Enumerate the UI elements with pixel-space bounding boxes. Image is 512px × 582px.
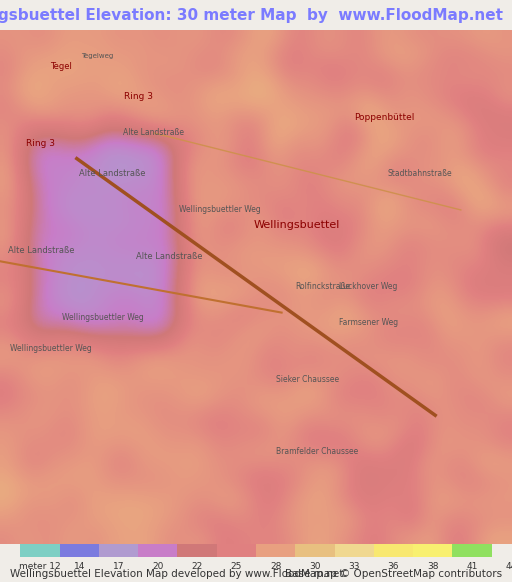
Bar bbox=[334, 544, 374, 557]
Text: Luckhover Weg: Luckhover Weg bbox=[339, 282, 398, 292]
Text: Base map © OpenStreetMap contributors: Base map © OpenStreetMap contributors bbox=[285, 569, 502, 579]
Bar bbox=[256, 544, 295, 557]
Text: Wellingsbuettler Weg: Wellingsbuettler Weg bbox=[179, 205, 261, 214]
Text: meter 12: meter 12 bbox=[19, 562, 61, 572]
Text: Bramfelder Chaussee: Bramfelder Chaussee bbox=[276, 447, 358, 456]
Bar bbox=[295, 544, 334, 557]
Text: 38: 38 bbox=[427, 562, 438, 572]
Text: Wellingsbuettler Weg: Wellingsbuettler Weg bbox=[10, 344, 92, 353]
Bar bbox=[60, 544, 99, 557]
Text: 41: 41 bbox=[466, 562, 478, 572]
Text: 30: 30 bbox=[309, 562, 321, 572]
Text: 22: 22 bbox=[191, 562, 203, 572]
Text: Tegelweg: Tegelweg bbox=[81, 53, 113, 59]
Bar bbox=[217, 544, 256, 557]
Bar bbox=[178, 544, 217, 557]
Bar bbox=[374, 544, 413, 557]
Text: 44: 44 bbox=[505, 562, 512, 572]
Text: Ring 3: Ring 3 bbox=[124, 93, 153, 101]
Bar bbox=[99, 544, 138, 557]
Text: 14: 14 bbox=[74, 562, 85, 572]
Text: Poppenbüttel: Poppenbüttel bbox=[354, 113, 414, 122]
Text: 25: 25 bbox=[231, 562, 242, 572]
Text: Alte Landstraße: Alte Landstraße bbox=[79, 169, 146, 179]
Text: Alte Landstraße: Alte Landstraße bbox=[123, 129, 184, 137]
Text: Farmsener Weg: Farmsener Weg bbox=[339, 318, 398, 327]
Bar bbox=[20, 544, 60, 557]
Text: Wellingsbuettler Weg: Wellingsbuettler Weg bbox=[61, 313, 143, 322]
Text: 17: 17 bbox=[113, 562, 124, 572]
Text: 20: 20 bbox=[152, 562, 163, 572]
Text: 33: 33 bbox=[348, 562, 360, 572]
Text: Alte Landstraße: Alte Landstraße bbox=[8, 247, 74, 255]
Bar bbox=[452, 544, 492, 557]
Text: Ring 3: Ring 3 bbox=[27, 139, 55, 148]
Text: Wellingsbuettel Elevation: 30 meter Map  by  www.FloodMap.net  (beta): Wellingsbuettel Elevation: 30 meter Map … bbox=[0, 8, 512, 23]
Text: 28: 28 bbox=[270, 562, 281, 572]
Text: 36: 36 bbox=[388, 562, 399, 572]
Text: Tegel: Tegel bbox=[51, 62, 72, 70]
Bar bbox=[138, 544, 178, 557]
Text: Rolfinckstraße: Rolfinckstraße bbox=[295, 282, 350, 292]
Text: Wellingsbuettel: Wellingsbuettel bbox=[254, 221, 340, 230]
Bar bbox=[413, 544, 452, 557]
Text: Sieker Chaussee: Sieker Chaussee bbox=[275, 375, 339, 384]
Text: Stadtbahnstraße: Stadtbahnstraße bbox=[388, 169, 452, 179]
Text: Alte Landstraße: Alte Landstraße bbox=[136, 251, 202, 261]
Text: Wellingsbuettel Elevation Map developed by www.FloodMap.net: Wellingsbuettel Elevation Map developed … bbox=[10, 569, 344, 579]
